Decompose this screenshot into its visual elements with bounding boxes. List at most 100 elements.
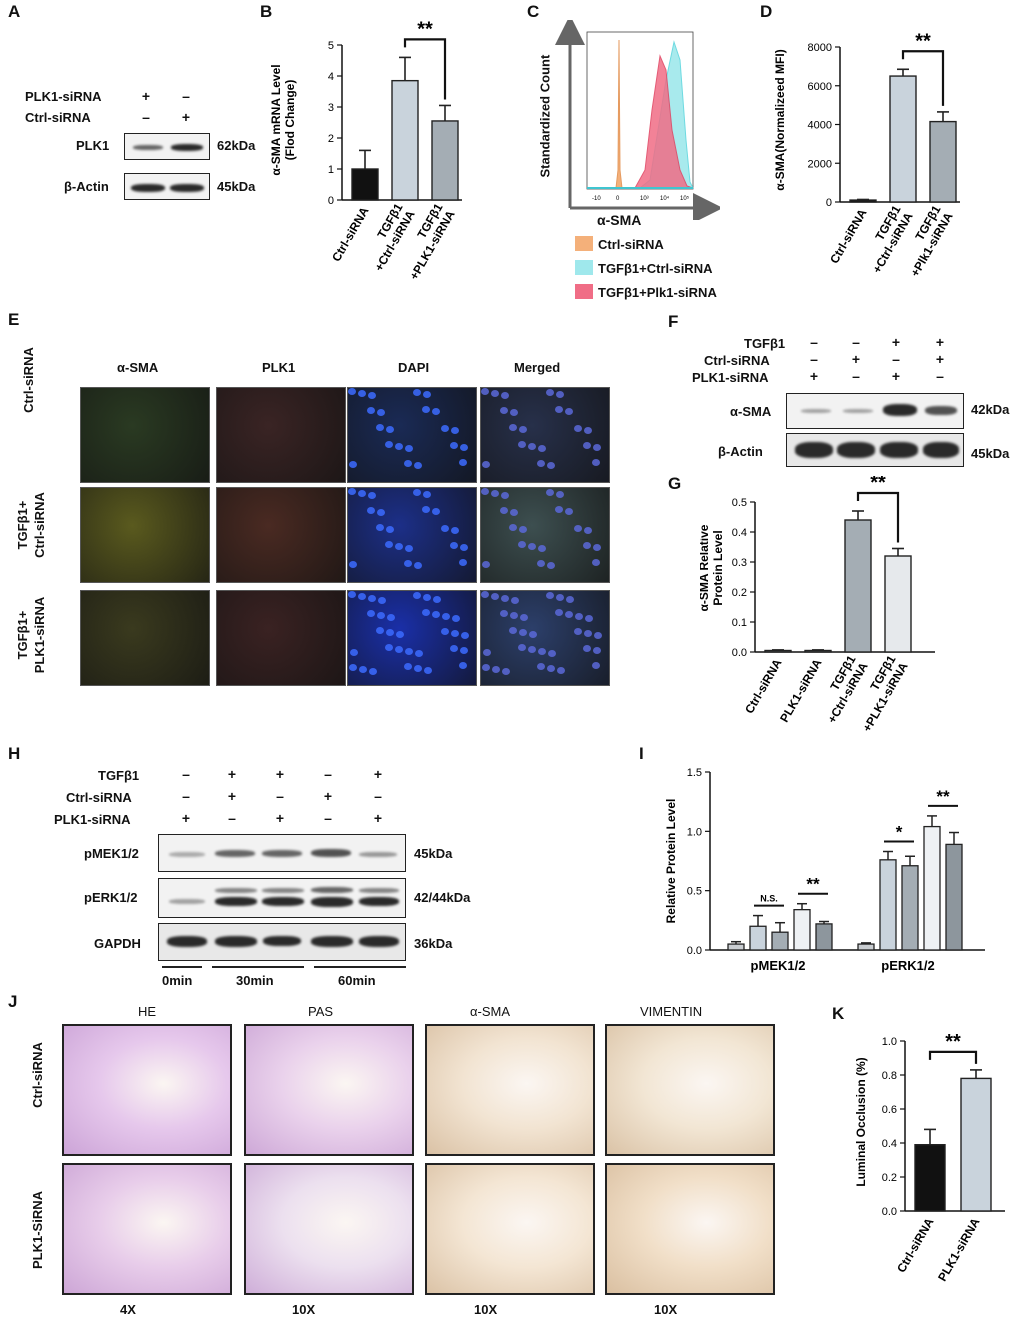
- y-tick-label: 0.3: [732, 557, 747, 569]
- y-tick-label: 0.0: [732, 647, 747, 659]
- sign: +: [891, 368, 901, 384]
- col-label: DAPI: [398, 360, 430, 375]
- bar: [749, 925, 767, 951]
- group-label: pERK1/2: [881, 958, 934, 973]
- significance-label: **: [945, 1031, 961, 1053]
- if-image-a-sma: [80, 487, 210, 583]
- sign: –: [182, 88, 190, 104]
- histology-image-he: [62, 1024, 232, 1156]
- col-label: PLK1: [262, 360, 296, 375]
- sign: +: [227, 788, 237, 804]
- y-tick-label: 4000: [808, 120, 832, 132]
- panel-label-i: I: [639, 744, 644, 763]
- flow-xlabel: α-SMA: [597, 212, 642, 228]
- sign: +: [181, 109, 191, 125]
- significance-label: **: [417, 20, 433, 40]
- y-tick-label: 0.4: [882, 1138, 897, 1150]
- y-tick-label: 0: [826, 197, 832, 209]
- if-image-plk1: [216, 387, 346, 483]
- significance-bracket: [928, 1050, 978, 1064]
- time-60: 60min: [338, 973, 376, 988]
- x-category-label: PLK1-siRNA: [935, 1215, 983, 1283]
- row-label: PLK1-SiRNA: [30, 1191, 45, 1270]
- x-category-label: Ctrl-siRNA: [329, 204, 372, 264]
- x-category-label: PLK1-siRNA: [777, 656, 825, 724]
- y-tick-label: 1.0: [882, 1036, 897, 1048]
- legend-swatch-tgf-plk1: [575, 284, 593, 299]
- sign: –: [182, 766, 190, 782]
- panel-label-h: H: [8, 744, 21, 763]
- row-label: TGFβ1+ PLK1-siRNA: [15, 596, 47, 674]
- y-axis-label: α-SMA mRNA Level(Flod Change): [270, 64, 297, 175]
- sign: +: [181, 810, 191, 826]
- bar: [889, 75, 917, 203]
- y-tick-label: 0.4: [732, 527, 747, 539]
- blot-strip-a-sma: [786, 393, 964, 429]
- panel-label-a: A: [8, 2, 21, 21]
- sign: +: [275, 810, 285, 826]
- blot-name-a-sma: α-SMA: [730, 404, 772, 419]
- blot-name-b-actin: β-Actin: [718, 444, 763, 459]
- y-tick-label: 0.5: [687, 886, 702, 898]
- significance-label: *: [896, 823, 903, 842]
- blot-name-pmek: pMEK1/2: [84, 846, 139, 861]
- mag-label: 10X: [654, 1302, 678, 1317]
- sign: –: [936, 368, 944, 384]
- histology-image-a-sma: [425, 1024, 595, 1156]
- if-image-dapi: [347, 487, 477, 583]
- row-label-ctrl-sirna: Ctrl-siRNA: [25, 110, 91, 125]
- blot-kda-perk: 42/44kDa: [414, 890, 471, 905]
- histology-image-he: [62, 1163, 232, 1295]
- bar: [391, 79, 419, 201]
- sign: –: [182, 788, 190, 804]
- significance-label: **: [936, 787, 950, 806]
- blot-strip-b-actin: [786, 433, 964, 467]
- histology-image-a-sma: [425, 1163, 595, 1295]
- if-image-plk1: [216, 590, 346, 686]
- panel-label-d: D: [760, 2, 773, 21]
- sign: +: [935, 351, 945, 367]
- flow-histogram: -10 0 10³ 10⁴ 10⁵: [555, 20, 720, 220]
- row-label: Ctrl-siRNA: [30, 1042, 45, 1108]
- y-tick-label: 0.2: [882, 1172, 897, 1184]
- blot-strip-b-actin: [124, 173, 210, 200]
- blot-strip-pmek: [158, 834, 406, 872]
- x-category-label: Ctrl-siRNA: [894, 1215, 937, 1275]
- x-category-label: Ctrl-siRNA: [742, 656, 785, 716]
- tick: 10⁵: [680, 195, 690, 202]
- chart-b-mrna: 0 1 2 3 4 5 α-SMA mRNA Level(Flod Change) Ctrl-…: [270, 20, 462, 282]
- sign: –: [324, 766, 332, 782]
- blot-kda-b-actin: 45kDa: [971, 446, 1010, 461]
- histology-image-pas: [244, 1024, 414, 1156]
- if-image-merged: [480, 590, 610, 686]
- bar: [929, 120, 957, 203]
- group-label: pMEK1/2: [751, 958, 806, 973]
- bar: [431, 120, 459, 201]
- panel-label-c: C: [527, 2, 540, 21]
- significance-label: **: [915, 30, 931, 52]
- y-tick-label: 1.5: [687, 767, 702, 779]
- blot-kda-b-actin: 45kDa: [217, 179, 256, 194]
- histology-image-pas: [244, 1163, 414, 1295]
- bar: [923, 825, 941, 951]
- legend-ctrl: Ctrl-siRNA: [598, 237, 664, 252]
- row-label-plk1-sirna: PLK1-siRNA: [25, 89, 102, 104]
- blot-strip-perk: [158, 878, 406, 918]
- sign: –: [852, 368, 860, 384]
- y-tick-label: 3: [328, 102, 334, 114]
- mag-label: 10X: [292, 1302, 316, 1317]
- col-label: PAS: [308, 1004, 334, 1019]
- bar: [879, 859, 897, 951]
- sign: –: [810, 334, 818, 350]
- sign: +: [373, 766, 383, 782]
- time-0: 0min: [162, 973, 193, 988]
- blot-strip-gapdh: [158, 923, 406, 961]
- blot-kda-pmek: 45kDa: [414, 846, 453, 861]
- if-image-merged: [480, 387, 610, 483]
- y-tick-label: 0.2: [732, 587, 747, 599]
- mag-label: 10X: [474, 1302, 498, 1317]
- if-image-plk1: [216, 487, 346, 583]
- col-label: α-SMA: [470, 1004, 511, 1019]
- blot-kda-plk1: 62kDa: [217, 138, 256, 153]
- row-label: Ctrl-siRNA: [66, 790, 132, 805]
